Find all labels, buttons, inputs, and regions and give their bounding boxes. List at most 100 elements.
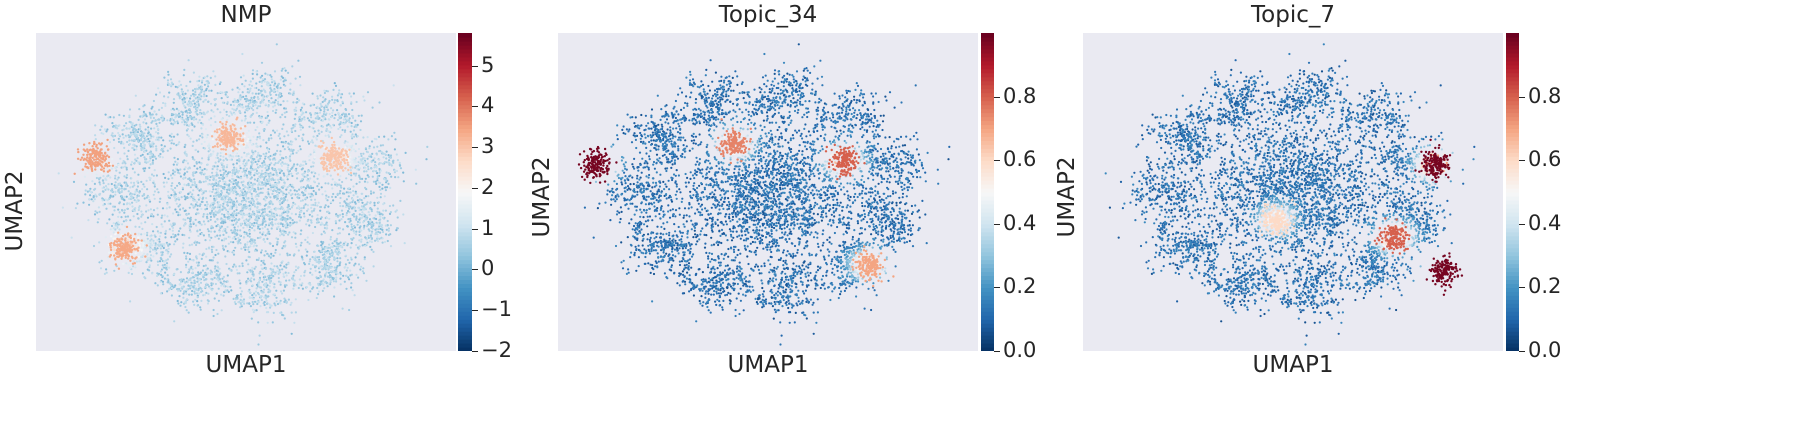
cell-point [172, 101, 175, 104]
cell-point [269, 87, 272, 90]
cell-point [139, 142, 143, 146]
cell-point [179, 289, 182, 292]
cell-point [203, 167, 206, 171]
cell-point [213, 230, 216, 233]
cell-point [202, 234, 205, 237]
cell-point [246, 271, 249, 274]
cell-point [366, 91, 370, 94]
cell-point [232, 241, 235, 244]
cell-point [217, 237, 220, 240]
cell-point [106, 128, 109, 131]
cell-point [294, 129, 297, 133]
cell-point [177, 233, 180, 236]
cell-point [181, 113, 184, 116]
cell-point [85, 183, 88, 186]
cell-point [363, 256, 366, 259]
cell-point [387, 182, 390, 185]
cell-point [275, 93, 278, 96]
cell-point [347, 195, 350, 198]
cell-point [261, 280, 264, 283]
cell-point [101, 197, 104, 200]
cell-point [120, 197, 123, 200]
cell-point [291, 197, 294, 200]
cell-point [276, 188, 280, 191]
cell-point [125, 195, 128, 198]
cell-point [255, 169, 258, 172]
cell-point [120, 185, 123, 188]
cell-point [178, 295, 181, 298]
cell-point [309, 271, 312, 274]
cell-point [161, 207, 165, 210]
cell-point [269, 154, 272, 158]
cell-point [386, 224, 389, 227]
cell-point [263, 254, 266, 257]
cell-point [185, 257, 188, 260]
cell-point [321, 253, 324, 257]
cell-point [288, 148, 291, 151]
cell-point [96, 211, 99, 214]
cell-point [241, 264, 244, 268]
cell-point [249, 99, 252, 102]
cell-point [160, 273, 163, 276]
cell-point [135, 188, 138, 191]
cell-point [301, 256, 304, 259]
cell-point [148, 269, 151, 272]
cell-point [283, 174, 286, 177]
cell-point [261, 93, 264, 96]
cell-point [131, 167, 134, 170]
cell-point [325, 124, 328, 127]
cell-point [293, 189, 296, 192]
cell-point [273, 101, 276, 104]
cell-point [322, 241, 325, 244]
cell-point [290, 167, 293, 171]
cell-point [316, 134, 319, 137]
cell-point [299, 180, 302, 183]
cell-point [279, 176, 282, 179]
cell-point [294, 193, 297, 196]
cell-point [311, 256, 314, 259]
cell-point [185, 277, 189, 280]
cell-point [148, 111, 151, 114]
cell-point [303, 261, 306, 265]
cell-point [350, 207, 354, 210]
cell-point [212, 308, 215, 312]
cell-point [258, 276, 262, 279]
cell-point [253, 187, 256, 191]
cell-point [233, 226, 236, 229]
cell-point [361, 177, 364, 180]
cell-point [236, 86, 239, 89]
cell-point [269, 74, 272, 77]
cell-point [332, 192, 335, 196]
cell-point [339, 189, 342, 193]
cell-point [281, 268, 284, 271]
cell-point [385, 150, 388, 153]
cell-point [332, 277, 335, 280]
cell-point [318, 249, 321, 252]
cell-point [189, 216, 192, 219]
cell-point [381, 187, 384, 190]
cell-point [160, 144, 163, 147]
cell-point [209, 194, 212, 198]
cell-point [151, 155, 154, 158]
cell-point [350, 174, 353, 177]
cell-point [402, 171, 405, 174]
cell-point [304, 193, 307, 196]
cell-point [195, 161, 198, 164]
cell-point [354, 202, 357, 205]
cell-point [283, 284, 286, 287]
cell-point [323, 106, 326, 109]
cell-point [304, 187, 308, 190]
cell-point [279, 103, 282, 106]
cell-point [324, 204, 327, 207]
cell-point [333, 295, 336, 298]
cell-point [156, 272, 159, 275]
cell-point [105, 130, 108, 133]
cell-point [236, 229, 239, 232]
cell-point [269, 134, 272, 137]
cell-point [169, 119, 172, 122]
cell-point [243, 231, 246, 234]
cell-point [336, 265, 339, 268]
cell-point [366, 157, 369, 160]
cell-point [367, 236, 370, 239]
cell-point [229, 201, 232, 204]
